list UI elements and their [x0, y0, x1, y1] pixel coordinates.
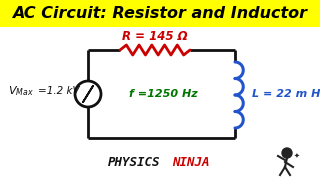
- Text: $V_{Max}$: $V_{Max}$: [8, 84, 34, 98]
- FancyBboxPatch shape: [0, 0, 320, 27]
- Text: L = 22 m H: L = 22 m H: [252, 89, 320, 99]
- Text: PHYSICS: PHYSICS: [108, 156, 161, 170]
- Text: ✦: ✦: [294, 153, 300, 159]
- Text: f =1250 Hz: f =1250 Hz: [129, 89, 197, 99]
- Text: AC Circuit: Resistor and Inductor: AC Circuit: Resistor and Inductor: [12, 6, 308, 21]
- Text: =1.2 kV: =1.2 kV: [38, 86, 80, 96]
- Text: NINJA: NINJA: [172, 156, 210, 170]
- Text: R = 145 Ω: R = 145 Ω: [122, 30, 188, 44]
- Circle shape: [282, 148, 292, 158]
